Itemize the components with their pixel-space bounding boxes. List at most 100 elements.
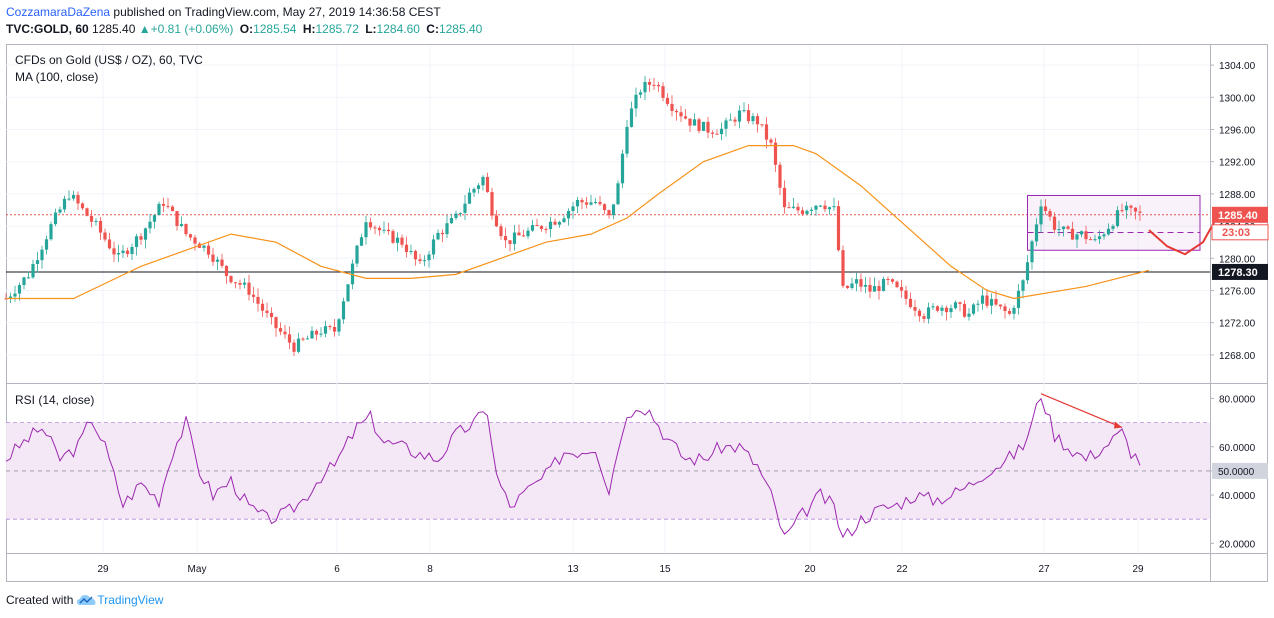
candle-body bbox=[112, 248, 116, 255]
author-link[interactable]: CozzamaraDaZena bbox=[6, 5, 111, 19]
candle-body bbox=[386, 229, 391, 232]
candle-body bbox=[287, 334, 292, 343]
candle-body bbox=[233, 282, 238, 284]
candle-body bbox=[728, 119, 733, 121]
candle-body bbox=[746, 110, 751, 122]
candle-body bbox=[458, 212, 463, 214]
rsi-14-line bbox=[5, 397, 1141, 539]
candle-body bbox=[769, 139, 773, 143]
tradingview-logo[interactable]: TradingView bbox=[77, 593, 163, 607]
low-value: 1284.60 bbox=[376, 22, 420, 36]
candle-body bbox=[535, 225, 539, 227]
candle-body bbox=[899, 287, 904, 291]
candle-body bbox=[368, 222, 373, 228]
candle-body bbox=[364, 222, 368, 238]
candle-body bbox=[1061, 226, 1066, 230]
candle-body bbox=[98, 220, 103, 233]
time-tick-label: 13 bbox=[567, 564, 579, 575]
candle-body bbox=[548, 221, 553, 230]
candle-body bbox=[341, 301, 346, 320]
candle-body bbox=[283, 331, 287, 335]
high-value: 1285.72 bbox=[315, 22, 359, 36]
candle-body bbox=[1034, 224, 1039, 242]
low-label: L: bbox=[365, 22, 377, 36]
chart-frame bbox=[6, 44, 1268, 582]
candle-body bbox=[584, 202, 589, 205]
candle-body bbox=[823, 205, 827, 210]
high-label: H: bbox=[302, 22, 316, 36]
time-tick-label: May bbox=[188, 564, 207, 575]
candle-body bbox=[17, 285, 22, 294]
divergence-arrow bbox=[1040, 393, 1123, 429]
candle-body bbox=[814, 205, 818, 210]
candle-body bbox=[89, 215, 94, 222]
candle-body bbox=[332, 326, 337, 332]
candle-body bbox=[868, 284, 872, 292]
candle-body bbox=[166, 205, 170, 207]
candle-body bbox=[206, 245, 211, 255]
candle-body bbox=[913, 307, 917, 311]
candle-body bbox=[130, 246, 134, 254]
candle-body bbox=[305, 338, 310, 340]
open-label: O: bbox=[239, 22, 254, 36]
price-tick-label: 1292.00 bbox=[1219, 158, 1256, 169]
last-price-tag-label: 1285.40 bbox=[1218, 210, 1258, 222]
candle-body bbox=[188, 234, 193, 238]
candle-body bbox=[832, 206, 836, 208]
candle-body bbox=[1129, 205, 1133, 208]
candle-body bbox=[1106, 228, 1111, 235]
candle-body bbox=[530, 225, 535, 231]
candle-body bbox=[1043, 206, 1048, 212]
candle-body bbox=[134, 236, 139, 247]
candle-body bbox=[179, 223, 184, 226]
candle-body bbox=[1016, 290, 1021, 308]
candle-body bbox=[922, 316, 926, 319]
candle-body bbox=[953, 302, 958, 309]
candle-body bbox=[782, 187, 787, 208]
candle-body bbox=[926, 307, 931, 319]
candle-body bbox=[827, 207, 832, 210]
candle-body bbox=[1115, 210, 1120, 227]
candle-body bbox=[1079, 231, 1084, 235]
countdown-tag bbox=[1211, 224, 1269, 241]
time-tick-label: 15 bbox=[659, 564, 671, 575]
candle-body bbox=[634, 94, 638, 109]
candle-body bbox=[931, 306, 935, 308]
candle-body bbox=[422, 260, 427, 262]
candle-body bbox=[8, 296, 13, 299]
candle-body bbox=[323, 326, 328, 334]
candle-body bbox=[566, 210, 571, 219]
candle-body bbox=[1057, 229, 1061, 231]
candle-body bbox=[854, 279, 859, 284]
candle-body bbox=[350, 263, 355, 285]
candle-body bbox=[337, 319, 341, 332]
candle-body bbox=[35, 260, 40, 265]
candle-body bbox=[1102, 234, 1106, 237]
candle-body bbox=[382, 229, 386, 231]
candle-body bbox=[260, 303, 265, 311]
tradingview-brand: TradingView bbox=[97, 593, 164, 607]
candle-body bbox=[647, 82, 652, 85]
candle-body bbox=[517, 232, 521, 236]
candle-body bbox=[310, 330, 314, 339]
candle-body bbox=[328, 326, 332, 328]
candle-body bbox=[395, 237, 400, 243]
candle-body bbox=[935, 306, 940, 311]
publish-line: CozzamaraDaZena published on TradingView… bbox=[6, 5, 441, 19]
candle-body bbox=[242, 282, 247, 285]
time-tick-label: 27 bbox=[1038, 564, 1050, 575]
candle-body bbox=[440, 232, 445, 235]
candle-body bbox=[958, 302, 962, 304]
candle-body bbox=[593, 201, 598, 203]
rsi-value-tag-label: 50.0000 bbox=[1218, 467, 1255, 478]
candle-body bbox=[40, 249, 44, 261]
footer: Created with TradingView bbox=[6, 593, 163, 607]
candle-body bbox=[1133, 207, 1138, 212]
price-tick-label: 1280.00 bbox=[1219, 254, 1256, 265]
candle-body bbox=[454, 213, 458, 218]
candle-body bbox=[175, 211, 179, 226]
candle-body bbox=[1039, 206, 1043, 225]
candle-body bbox=[881, 278, 886, 291]
price-tick-label: 1304.00 bbox=[1219, 61, 1256, 72]
